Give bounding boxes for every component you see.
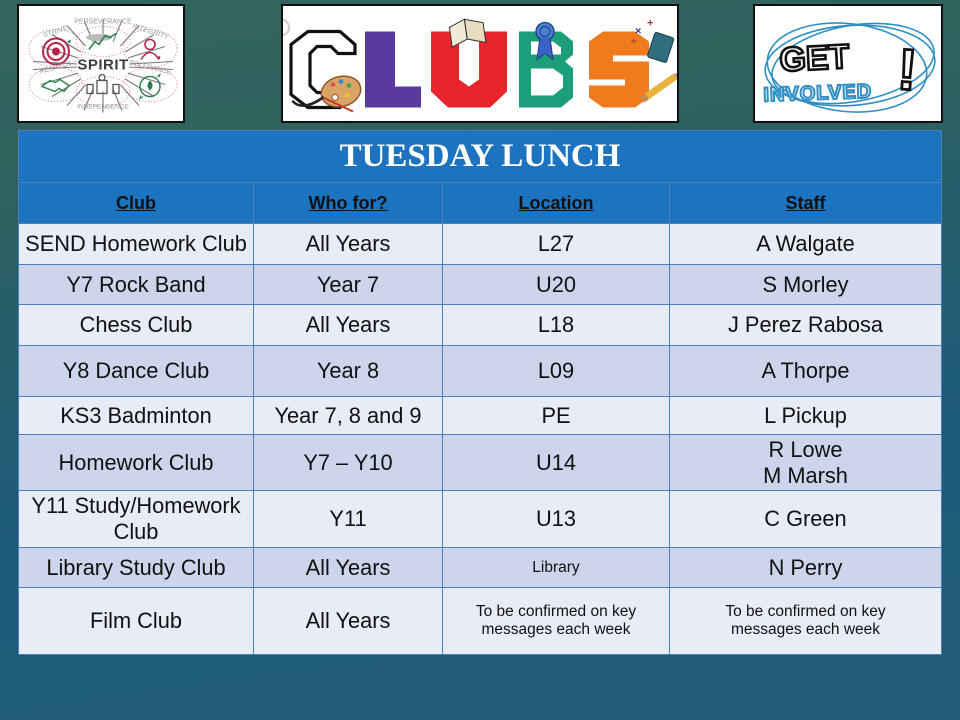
svg-text:INTEGRITY: INTEGRITY [132,23,170,41]
svg-text:÷: ÷ [631,37,637,48]
svg-text:INVOLVED: INVOLVED [763,81,872,107]
svg-text:+: + [647,18,653,30]
svg-text:!: ! [895,37,919,103]
svg-text:PERSEVERANCE: PERSEVERANCE [74,19,132,26]
svg-text:INDEPENDENCE: INDEPENDENCE [77,104,129,111]
svg-text:GET: GET [779,38,851,80]
svg-text:SPIRIT: SPIRIT [77,57,128,74]
